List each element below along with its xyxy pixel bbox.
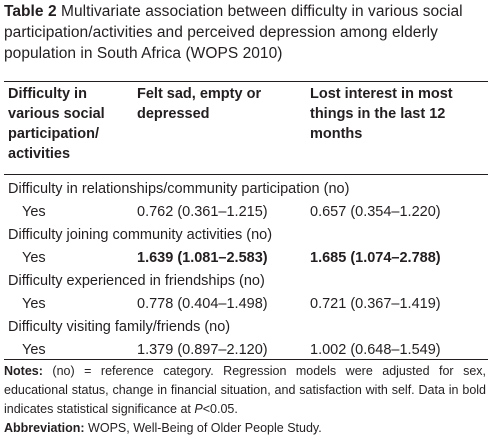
table-row: Yes 0.762 (0.361–1.215) 0.657 (0.354–1.2… [4,201,488,224]
table-header: Difficulty in various social participati… [4,84,488,172]
caption-text: Multivariate association between difficu… [4,3,463,62]
top-rule [4,81,488,82]
row-label: Yes [22,204,46,220]
cell-lost-interest: 1.002 (0.648–1.549) [310,342,441,358]
group-title: Difficulty experienced in friendships (n… [8,273,265,289]
cell-felt-sad: 0.762 (0.361–1.215) [137,204,268,220]
table-notes: Notes: (no) = reference category. Regres… [4,362,486,438]
group-title: Difficulty joining community activities … [8,227,273,243]
abbreviation-label: Abbreviation: [4,421,85,435]
row-label: Yes [22,342,46,358]
table-row: Yes 0.778 (0.404–1.498) 0.721 (0.367–1.4… [4,293,488,316]
row-label: Yes [22,296,46,312]
notes-label: Notes: [4,364,43,378]
header-difficulty: Difficulty in various social participati… [8,86,105,162]
cell-lost-interest: 0.657 (0.354–1.220) [310,204,441,220]
abbreviation-paragraph: Abbreviation: WOPS, Well-Being of Older … [4,419,486,438]
notes-paragraph: Notes: (no) = reference category. Regres… [4,362,486,419]
table-row: Yes 1.379 (0.897–2.120) 1.002 (0.648–1.5… [4,339,488,362]
table-body: Difficulty in relationships/community pa… [4,178,488,362]
bottom-rule [4,359,488,360]
table-caption: Table 2 Multivariate association between… [4,0,488,64]
table-row: Yes 1.639 (1.081–2.583) 1.685 (1.074–2.7… [4,247,488,270]
abbreviation-text: WOPS, Well-Being of Older People Study. [88,421,322,435]
cell-felt-sad: 1.379 (0.897–2.120) [137,342,268,358]
cell-felt-sad: 0.778 (0.404–1.498) [137,296,268,312]
cell-lost-interest: 0.721 (0.367–1.419) [310,296,441,312]
notes-text-b: <0.05. [202,402,238,416]
header-lost-interest: Lost interest in most things in the last… [310,86,453,142]
group-title: Difficulty visiting family/friends (no) [8,319,231,335]
group-title: Difficulty in relationships/community pa… [8,181,350,197]
cell-lost-interest: 1.685 (1.074–2.788) [310,250,441,266]
notes-p-symbol: P [194,402,203,416]
table-number: Table 2 [4,3,57,20]
row-label: Yes [22,250,46,266]
header-felt-sad: Felt sad, empty or depressed [137,86,262,122]
cell-felt-sad: 1.639 (1.081–2.583) [137,250,268,266]
notes-text-a: (no) = reference category. Regression mo… [4,364,487,416]
header-rule [4,174,488,175]
